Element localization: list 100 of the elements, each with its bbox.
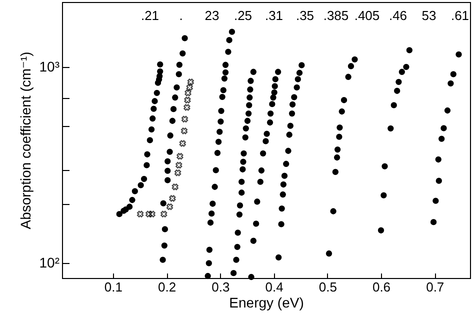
point [152,98,158,104]
point [278,205,285,212]
point [394,88,400,94]
point [240,150,247,156]
point [258,167,265,174]
point [204,272,211,280]
point [294,84,300,91]
point [129,196,136,204]
annotation: . [179,8,183,23]
point [250,238,256,244]
point [352,56,358,63]
point [289,101,296,108]
point [187,78,194,86]
x-tick-label: 0.1 [104,280,122,294]
y-tick-label: 10² [39,254,60,271]
annotation: .31 [264,8,284,23]
point [253,220,260,227]
point [184,96,191,104]
point [334,154,340,161]
point [244,118,251,124]
point [288,110,296,117]
annotation: .385 [323,8,349,23]
point [144,162,150,168]
point [218,108,224,114]
point [216,128,223,135]
point [338,108,345,115]
point [220,87,226,94]
annotation: 23 [204,8,220,23]
point [222,62,229,68]
point [336,134,342,140]
x-tick-label: 0.5 [318,280,337,294]
point [398,68,405,75]
point [274,68,282,75]
point [435,156,442,163]
point [184,90,192,96]
point [157,68,164,75]
point [264,130,270,137]
point [160,256,166,263]
point [161,242,168,249]
point [285,148,292,154]
point [262,138,269,144]
point [226,37,232,44]
point [210,200,216,207]
point [340,97,348,104]
point [225,48,232,55]
point [164,158,171,164]
point [148,126,155,133]
point [348,63,354,70]
point [136,210,144,218]
point [432,198,439,204]
point [280,181,287,188]
point [138,182,144,188]
point [260,150,266,156]
point [166,203,174,210]
point [406,47,412,54]
point [186,84,193,91]
point [246,102,252,108]
point [345,74,352,80]
x-tick-label: 0.2 [158,280,176,294]
point [176,152,184,160]
point [182,35,188,42]
point [206,260,212,266]
point [212,184,218,190]
point [271,89,278,96]
point [164,177,171,184]
point [140,176,148,182]
point [222,69,229,76]
point [176,71,182,78]
point [160,200,166,206]
point [390,102,397,108]
point [154,90,160,96]
point [215,138,222,145]
point [403,64,410,70]
point [438,136,445,142]
point [172,184,178,190]
point [172,94,178,101]
point [248,274,254,280]
point [167,132,174,139]
point [206,246,213,253]
point [164,168,171,174]
point [280,191,286,198]
point [234,244,240,250]
point [291,94,298,100]
point [160,210,168,218]
point [169,118,176,124]
annotation: .61 [450,8,470,23]
point [126,204,133,210]
point [179,140,186,147]
annotation: .405 [354,8,380,23]
point [326,250,332,257]
x-tick-label: 0.3 [212,280,230,294]
point [162,226,168,232]
annotation: .35 [296,8,314,23]
point [236,211,243,218]
point [234,230,241,236]
point [150,106,157,112]
point [242,134,248,141]
point [448,80,454,87]
point [166,148,173,155]
point [450,71,456,78]
